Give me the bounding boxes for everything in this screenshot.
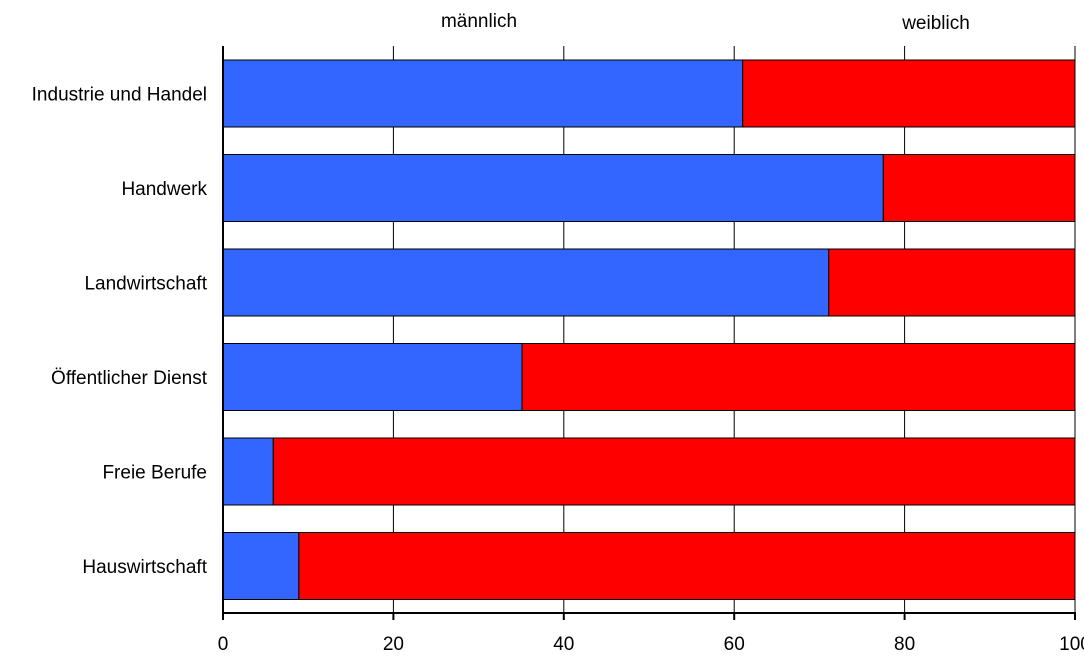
category-label-hauswirtschaft: Hauswirtschaft <box>82 557 207 578</box>
bar-weiblich-oeffentlicher-dienst <box>521 343 1076 411</box>
bar-weiblich-freie-berufe <box>272 437 1076 506</box>
bar-weiblich-industrie-und-handel <box>742 59 1076 128</box>
category-label-landwirtschaft: Landwirtschaft <box>84 274 207 295</box>
bar-weiblich-hauswirtschaft <box>298 532 1076 600</box>
bar-maennlich-freie-berufe <box>222 437 274 506</box>
bar-maennlich-handwerk <box>222 154 884 222</box>
x-tick-label-80: 80 <box>894 634 915 655</box>
legend-label-weiblich: weiblich <box>901 13 970 34</box>
x-tick-label-40: 40 <box>553 634 574 655</box>
category-label-freie-berufe: Freie Berufe <box>102 463 207 484</box>
legend: männlich weiblich <box>441 11 970 34</box>
bar-maennlich-oeffentlicher-dienst <box>222 343 523 411</box>
category-label-oeffentlicher-dienst: Öffentlicher Dienst <box>51 368 208 389</box>
bar-maennlich-landwirtschaft <box>222 248 830 317</box>
bar-weiblich-landwirtschaft <box>828 248 1076 317</box>
x-tick-labels: 0 20 40 60 80 100 <box>218 634 1084 655</box>
x-tick-label-100: 100 <box>1059 634 1084 655</box>
category-labels: Industrie und Handel Handwerk Landwirtscha… <box>32 85 208 579</box>
x-tick-label-60: 60 <box>724 634 745 655</box>
axes <box>222 46 1076 620</box>
x-tick-label-0: 0 <box>218 634 229 655</box>
bar-weiblich-handwerk <box>882 154 1076 222</box>
bar-maennlich-industrie-und-handel <box>222 59 744 128</box>
x-tick-label-20: 20 <box>383 634 404 655</box>
category-label-industrie-und-handel: Industrie und Handel <box>32 85 207 106</box>
bars <box>222 59 1076 600</box>
category-label-handwerk: Handwerk <box>121 179 207 200</box>
grid-lines <box>392 46 1076 613</box>
legend-label-maennlich: männlich <box>441 11 517 32</box>
bar-maennlich-hauswirtschaft <box>222 532 300 600</box>
